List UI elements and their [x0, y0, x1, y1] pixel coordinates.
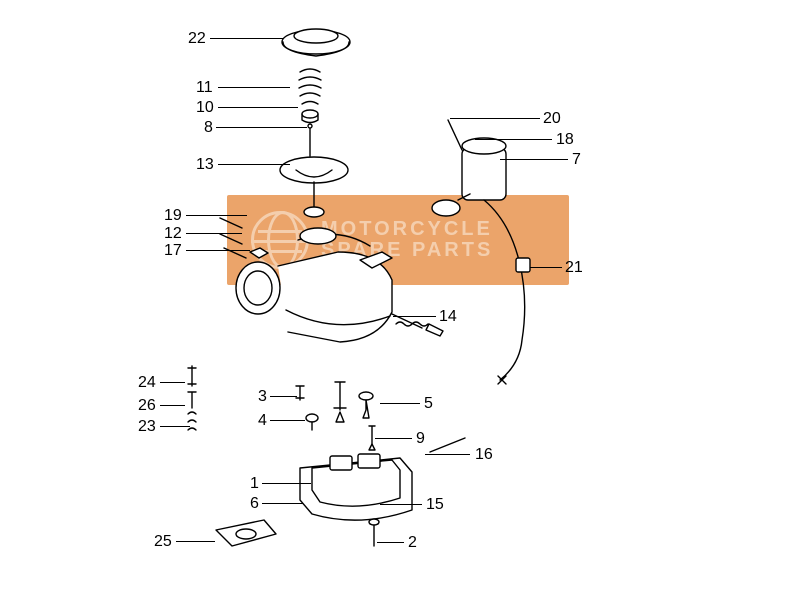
leader-line: [216, 127, 307, 128]
leader-line: [218, 164, 290, 165]
callout-20: 20: [543, 110, 561, 128]
leader-line: [450, 118, 540, 119]
leader-line: [270, 396, 297, 397]
callout-14: 14: [439, 308, 457, 326]
callout-19: 19: [164, 207, 182, 225]
callout-26: 26: [138, 397, 156, 415]
leader-line: [262, 483, 311, 484]
callout-22: 22: [188, 30, 206, 48]
callout-13: 13: [196, 156, 214, 174]
callout-24: 24: [138, 374, 156, 392]
callout-12: 12: [164, 225, 182, 243]
leader-line: [530, 267, 562, 268]
leader-line: [262, 503, 303, 504]
callout-23: 23: [138, 418, 156, 436]
leader-line: [160, 405, 185, 406]
callout-11: 11: [196, 79, 213, 97]
callout-2: 2: [408, 534, 417, 552]
callout-3: 3: [258, 388, 267, 406]
callout-5: 5: [424, 395, 433, 413]
leader-line: [270, 420, 305, 421]
leader-line: [176, 541, 215, 542]
callout-8: 8: [204, 119, 213, 137]
callout-18: 18: [556, 131, 574, 149]
callout-1: 1: [250, 475, 259, 493]
leader-line: [186, 250, 250, 251]
leader-line: [380, 504, 422, 505]
callout-10: 10: [196, 99, 214, 117]
leader-line: [500, 159, 568, 160]
callout-9: 9: [416, 430, 425, 448]
callout-25: 25: [154, 533, 172, 551]
callout-4: 4: [258, 412, 267, 430]
leader-line: [160, 426, 190, 427]
leader-line: [186, 233, 242, 234]
leader-line: [393, 316, 436, 317]
leader-line: [377, 542, 404, 543]
callout-7: 7: [572, 151, 581, 169]
diagram-canvas: MOTORCYCLE SPARE PARTS: [0, 0, 800, 600]
leader-line: [160, 382, 185, 383]
callout-6: 6: [250, 495, 259, 513]
leader-line: [210, 38, 283, 39]
leader-line: [186, 215, 247, 216]
callout-21: 21: [565, 259, 583, 277]
leader-line: [475, 139, 552, 140]
leader-line: [425, 454, 470, 455]
callout-16: 16: [475, 446, 493, 464]
leader-line: [218, 107, 298, 108]
exploded-view-drawing: [0, 0, 800, 600]
callout-15: 15: [426, 496, 444, 514]
leader-line: [380, 403, 420, 404]
leader-line: [375, 438, 412, 439]
leader-line: [218, 87, 290, 88]
callout-17: 17: [164, 242, 182, 260]
